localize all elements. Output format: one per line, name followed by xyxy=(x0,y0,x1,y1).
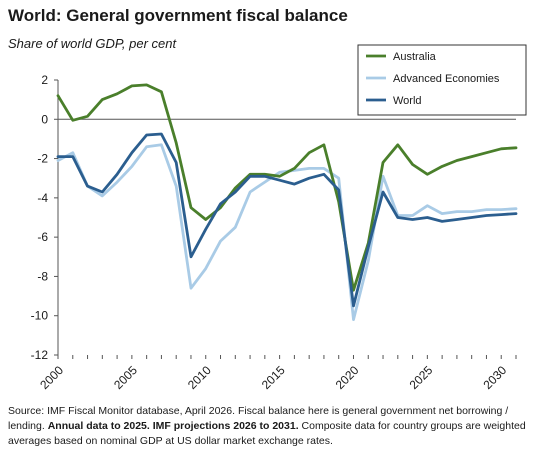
chart-series xyxy=(56,83,518,322)
x-tick-label: 2020 xyxy=(333,363,362,392)
source-text: Source: IMF Fiscal Monitor database, Apr… xyxy=(8,405,509,432)
source-bold-text: Annual data to 2025. IMF projections 202… xyxy=(47,420,299,432)
x-tick-label: 2025 xyxy=(407,363,436,392)
legend-label: World xyxy=(393,95,422,107)
y-tick-label: 2 xyxy=(41,73,48,87)
y-tick-label: -2 xyxy=(37,152,48,166)
x-tick-label: 2010 xyxy=(185,363,214,392)
chart-legend: Australia Advanced Economies World xyxy=(357,44,527,116)
x-tick-label: 2005 xyxy=(111,363,140,392)
y-tick-label: 0 xyxy=(41,112,48,126)
source-text-2: Composite data for country groups are we… xyxy=(8,420,526,447)
x-tick-label: 2015 xyxy=(259,363,288,392)
chart-title: World: General government fiscal balance xyxy=(8,6,348,25)
x-tick-label: 2030 xyxy=(481,363,510,392)
y-tick-label: -4 xyxy=(37,191,48,205)
legend-label: Advanced Economies xyxy=(393,73,500,85)
source-note: Source: IMF Fiscal Monitor database, Apr… xyxy=(8,404,543,449)
series-line-australia xyxy=(56,83,518,292)
y-tick-label: -10 xyxy=(31,309,49,323)
y-tick-label: -8 xyxy=(37,269,48,283)
legend-label: Australia xyxy=(393,51,437,63)
y-tick-label: -6 xyxy=(37,230,48,244)
chart-subtitle: Share of world GDP, per cent xyxy=(8,36,177,51)
y-tick-label: -12 xyxy=(31,348,49,362)
x-tick-label: 2000 xyxy=(37,363,66,392)
series-line-world xyxy=(56,132,518,308)
